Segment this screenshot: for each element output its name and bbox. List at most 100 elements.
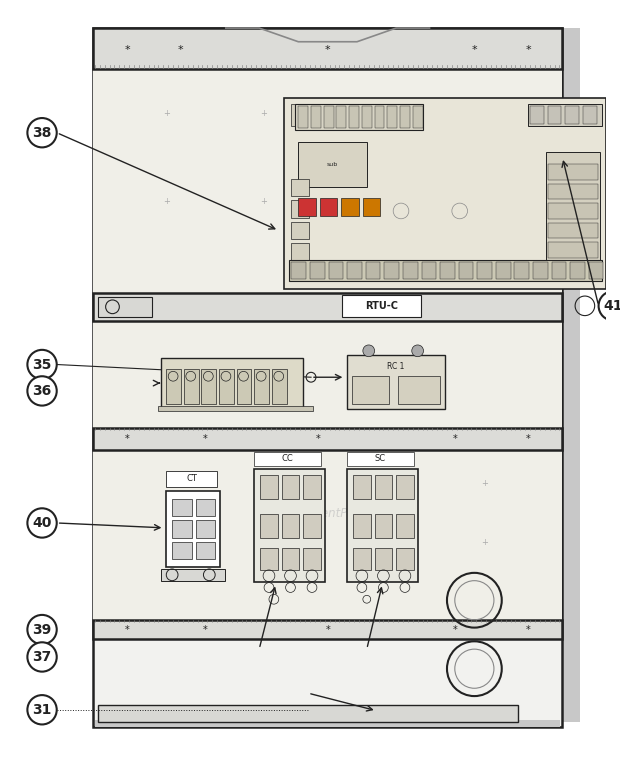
Bar xyxy=(398,376,440,404)
Bar xyxy=(528,105,601,126)
Bar xyxy=(374,514,392,538)
Bar xyxy=(303,475,321,498)
Bar xyxy=(291,179,309,196)
Text: 41: 41 xyxy=(603,299,620,313)
Bar xyxy=(93,449,562,635)
Text: 31: 31 xyxy=(32,703,51,717)
Bar xyxy=(353,514,371,538)
Bar xyxy=(374,549,392,570)
Bar xyxy=(281,549,299,570)
Circle shape xyxy=(27,642,56,672)
Text: 37: 37 xyxy=(32,650,51,664)
Bar xyxy=(303,514,321,538)
Text: *: * xyxy=(178,45,184,54)
Bar xyxy=(396,514,414,538)
Bar xyxy=(362,106,371,128)
Text: +: + xyxy=(480,538,487,547)
Bar xyxy=(93,321,562,448)
Bar xyxy=(98,705,518,722)
Bar xyxy=(303,549,321,570)
Bar xyxy=(281,475,299,498)
Bar xyxy=(93,620,562,639)
Bar xyxy=(161,569,225,580)
Bar xyxy=(562,28,580,722)
Bar xyxy=(298,198,316,216)
Bar xyxy=(254,370,269,404)
Bar xyxy=(196,520,215,538)
Bar xyxy=(583,106,596,124)
Bar xyxy=(342,295,420,317)
Bar xyxy=(477,262,492,280)
Bar xyxy=(342,198,359,216)
Bar xyxy=(311,106,321,128)
Bar xyxy=(533,262,547,280)
Text: CT: CT xyxy=(186,474,197,484)
Bar xyxy=(260,514,278,538)
Bar xyxy=(547,106,562,124)
Text: *: * xyxy=(125,45,130,54)
Bar xyxy=(366,262,381,280)
Bar xyxy=(547,243,598,258)
Bar xyxy=(166,471,217,487)
Bar xyxy=(260,549,278,570)
Bar xyxy=(396,475,414,498)
Text: eReplacementParts.com: eReplacementParts.com xyxy=(255,507,400,520)
Bar xyxy=(422,262,436,280)
Circle shape xyxy=(27,615,56,644)
Bar xyxy=(363,198,381,216)
Bar xyxy=(337,106,346,128)
Bar xyxy=(260,475,278,498)
Bar xyxy=(161,358,303,408)
Circle shape xyxy=(27,350,56,379)
Bar xyxy=(396,549,414,570)
Bar xyxy=(202,370,216,404)
Text: *: * xyxy=(125,434,130,444)
Text: *: * xyxy=(316,434,321,444)
Text: *: * xyxy=(526,434,531,444)
Bar xyxy=(310,262,325,280)
Text: +: + xyxy=(480,480,487,488)
Text: *: * xyxy=(203,434,208,444)
Bar xyxy=(352,376,389,404)
Bar xyxy=(329,262,343,280)
Text: CC: CC xyxy=(281,454,293,463)
Bar xyxy=(288,260,601,281)
Bar xyxy=(320,198,337,216)
Bar xyxy=(547,164,598,180)
Bar xyxy=(291,105,305,126)
Bar xyxy=(547,184,598,199)
Text: +: + xyxy=(260,109,267,118)
Bar xyxy=(291,222,309,239)
Text: 36: 36 xyxy=(32,384,51,398)
Text: SC: SC xyxy=(375,454,386,463)
Bar xyxy=(570,262,585,280)
Bar xyxy=(196,542,215,559)
Bar xyxy=(93,28,562,728)
Bar xyxy=(93,69,562,319)
Bar xyxy=(546,152,600,260)
Text: +: + xyxy=(163,197,170,205)
Circle shape xyxy=(27,508,56,538)
Bar xyxy=(547,222,598,239)
Text: +: + xyxy=(163,109,170,118)
Bar xyxy=(384,262,399,280)
Bar xyxy=(353,549,371,570)
Bar xyxy=(347,355,445,408)
Bar xyxy=(172,520,192,538)
Text: RC 1: RC 1 xyxy=(388,362,405,371)
Text: 35: 35 xyxy=(32,357,51,371)
Bar xyxy=(98,297,152,317)
Circle shape xyxy=(598,291,620,321)
Text: 40: 40 xyxy=(32,516,51,530)
Bar xyxy=(353,475,371,498)
Text: *: * xyxy=(472,45,477,54)
Text: RTU-C: RTU-C xyxy=(365,301,398,311)
Bar xyxy=(311,105,325,126)
Bar xyxy=(295,105,423,129)
Bar xyxy=(93,293,562,321)
Bar xyxy=(254,452,321,467)
Text: sub: sub xyxy=(327,163,338,167)
Bar xyxy=(324,106,334,128)
Text: 39: 39 xyxy=(32,622,51,636)
Bar xyxy=(349,106,359,128)
